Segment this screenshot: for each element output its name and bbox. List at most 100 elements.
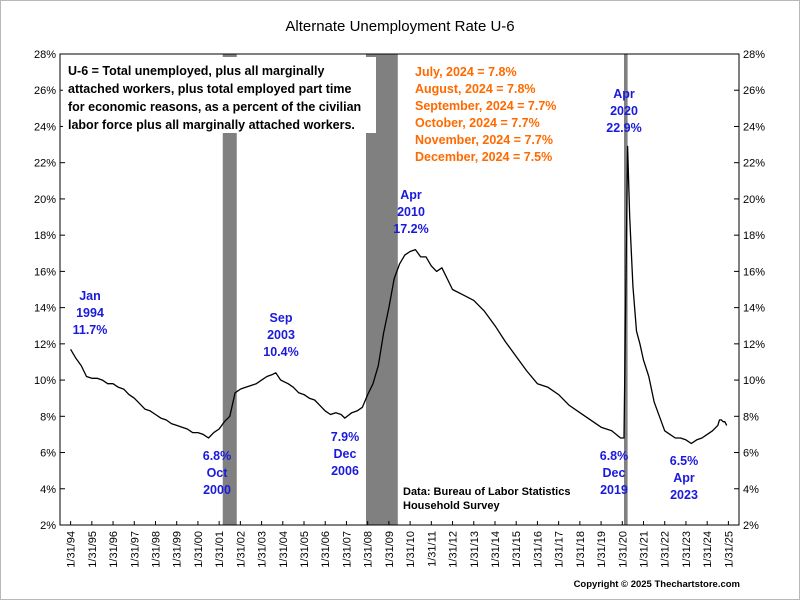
x-tick-label: 1/31/25: [723, 531, 735, 568]
y-tick-label-left: 2%: [40, 520, 56, 532]
annotation-6: 6.8% Dec 2019: [600, 449, 629, 497]
annotation-line: Apr: [613, 87, 635, 101]
y-tick-label-left: 6%: [40, 448, 56, 460]
annotation-line: 6.8%: [203, 449, 232, 463]
x-tick-label: 1/31/16: [532, 531, 544, 568]
x-tick-label: 1/31/18: [575, 531, 587, 568]
definition-box: [63, 57, 376, 133]
definition-line: U-6 = Total unemployed, plus all margina…: [68, 64, 324, 78]
y-tick-label-left: 18%: [34, 230, 56, 242]
y-tick-label-right: 14%: [743, 303, 765, 315]
annotation-4: 6.8% Oct 2000: [203, 449, 232, 497]
y-tick-label-right: 28%: [743, 49, 765, 61]
x-tick-label: 1/31/00: [193, 531, 205, 568]
x-tick-label: 1/31/14: [490, 531, 502, 568]
recession-band-0: [222, 54, 237, 525]
y-tick-label-left: 28%: [34, 49, 56, 61]
series-line: [70, 145, 728, 445]
recent-values-note: July, 2024 = 7.8% August, 2024 = 7.8% Sept…: [415, 65, 556, 164]
annotation-line: 2010: [397, 205, 425, 219]
y-tick-label-right: 26%: [743, 85, 765, 97]
y-tick-label-right: 4%: [743, 484, 759, 496]
annotation-line: Dec: [334, 447, 357, 461]
annotation-line: Apr: [400, 188, 422, 202]
definition-line: for economic reasons, as a percent of th…: [68, 100, 361, 114]
source-note: Data: Bureau of Labor Statistics Househol…: [403, 486, 570, 512]
annotation-line: 2023: [670, 488, 698, 502]
annotation-line: 2000: [203, 483, 231, 497]
y-tick-label-right: 10%: [743, 375, 765, 387]
y-axis-ticks: 2% 2% 4% 4% 6% 6% 8% 8% 10% 10% 12% 12% 14% 14% 16% 16%…: [34, 49, 765, 532]
x-tick-label: 1/31/97: [129, 531, 141, 568]
x-tick-label: 1/31/19: [596, 531, 608, 568]
recent-value-line: September, 2024 = 7.7%: [415, 99, 556, 113]
annotation-line: Apr: [673, 471, 695, 485]
recent-value-line: October, 2024 = 7.7%: [415, 116, 540, 130]
x-tick-label: 1/31/09: [384, 531, 396, 568]
y-tick-label-right: 6%: [743, 448, 759, 460]
annotation-line: 2003: [267, 328, 295, 342]
y-tick-label-right: 24%: [743, 121, 765, 133]
annotation-line: 1994: [76, 306, 104, 320]
x-axis-ticks: 1/31/94 1/31/95 1/31/96 1/31/97 1/31/98 1/31/…: [66, 521, 735, 568]
annotation-7: 6.5% Apr 2023: [670, 454, 699, 502]
x-tick-label: 1/31/96: [108, 531, 120, 568]
y-tick-label-right: 22%: [743, 158, 765, 170]
x-tick-label: 1/31/17: [554, 531, 566, 568]
y-tick-label-right: 8%: [743, 411, 759, 423]
x-tick-label: 1/31/01: [214, 531, 226, 568]
x-tick-label: 1/31/10: [405, 531, 417, 568]
x-tick-label: 1/31/02: [235, 531, 247, 568]
annotation-3: Apr 2020 22.9%: [606, 87, 641, 135]
annotation-line: Oct: [207, 466, 229, 480]
recent-value-line: December, 2024 = 7.5%: [415, 150, 552, 164]
annotation-line: 6.5%: [670, 454, 699, 468]
x-tick-label: 1/31/13: [469, 531, 481, 568]
definition-line: labor force plus all marginally attached…: [68, 118, 355, 132]
x-tick-label: 1/31/23: [681, 531, 693, 568]
y-tick-label-right: 20%: [743, 194, 765, 206]
y-tick-label-left: 14%: [34, 303, 56, 315]
annotation-line: Dec: [603, 466, 626, 480]
y-tick-label-right: 16%: [743, 266, 765, 278]
annotation-line: 2006: [331, 464, 359, 478]
x-tick-label: 1/31/03: [257, 531, 269, 568]
y-tick-label-left: 20%: [34, 194, 56, 206]
y-tick-label-left: 16%: [34, 266, 56, 278]
x-tick-label: 1/31/21: [639, 531, 651, 568]
annotations: Jan 1994 11.7% Sep 2003 10.4% Apr 2010 17.2% Apr 2…: [73, 87, 699, 502]
y-tick-label-left: 12%: [34, 339, 56, 351]
recent-value-line: August, 2024 = 7.8%: [415, 82, 536, 96]
annotation-line: Jan: [79, 289, 101, 303]
x-tick-label: 1/31/20: [617, 531, 629, 568]
annotation-line: 2019: [600, 483, 628, 497]
annotation-line: 17.2%: [393, 222, 428, 236]
x-tick-label: 1/31/07: [341, 531, 353, 568]
y-tick-label-left: 10%: [34, 375, 56, 387]
recent-value-line: July, 2024 = 7.8%: [415, 65, 517, 79]
y-tick-label-left: 4%: [40, 484, 56, 496]
x-tick-label: 1/31/98: [150, 531, 162, 568]
definition-note: U-6 = Total unemployed, plus all margina…: [63, 57, 376, 133]
x-tick-label: 1/31/15: [511, 531, 523, 568]
y-tick-label-right: 18%: [743, 230, 765, 242]
x-tick-label: 1/31/08: [363, 531, 375, 568]
definition-line: attached workers, plus total employed pa…: [68, 82, 351, 96]
annotation-line: 10.4%: [263, 345, 298, 359]
y-tick-label-right: 12%: [743, 339, 765, 351]
x-tick-label: 1/31/12: [448, 531, 460, 568]
y-tick-label-left: 24%: [34, 121, 56, 133]
annotation-2: Apr 2010 17.2%: [393, 188, 428, 236]
y-tick-label-right: 2%: [743, 520, 759, 532]
annotation-line: Sep: [270, 311, 293, 325]
x-tick-label: 1/31/94: [66, 531, 78, 568]
recent-value-line: November, 2024 = 7.7%: [415, 133, 553, 147]
annotation-1: Sep 2003 10.4%: [263, 311, 298, 359]
y-tick-label-left: 22%: [34, 158, 56, 170]
x-tick-label: 1/31/24: [702, 531, 714, 568]
x-tick-label: 1/31/04: [278, 531, 290, 568]
series-line-group: [70, 145, 728, 445]
annotation-line: 7.9%: [331, 430, 360, 444]
